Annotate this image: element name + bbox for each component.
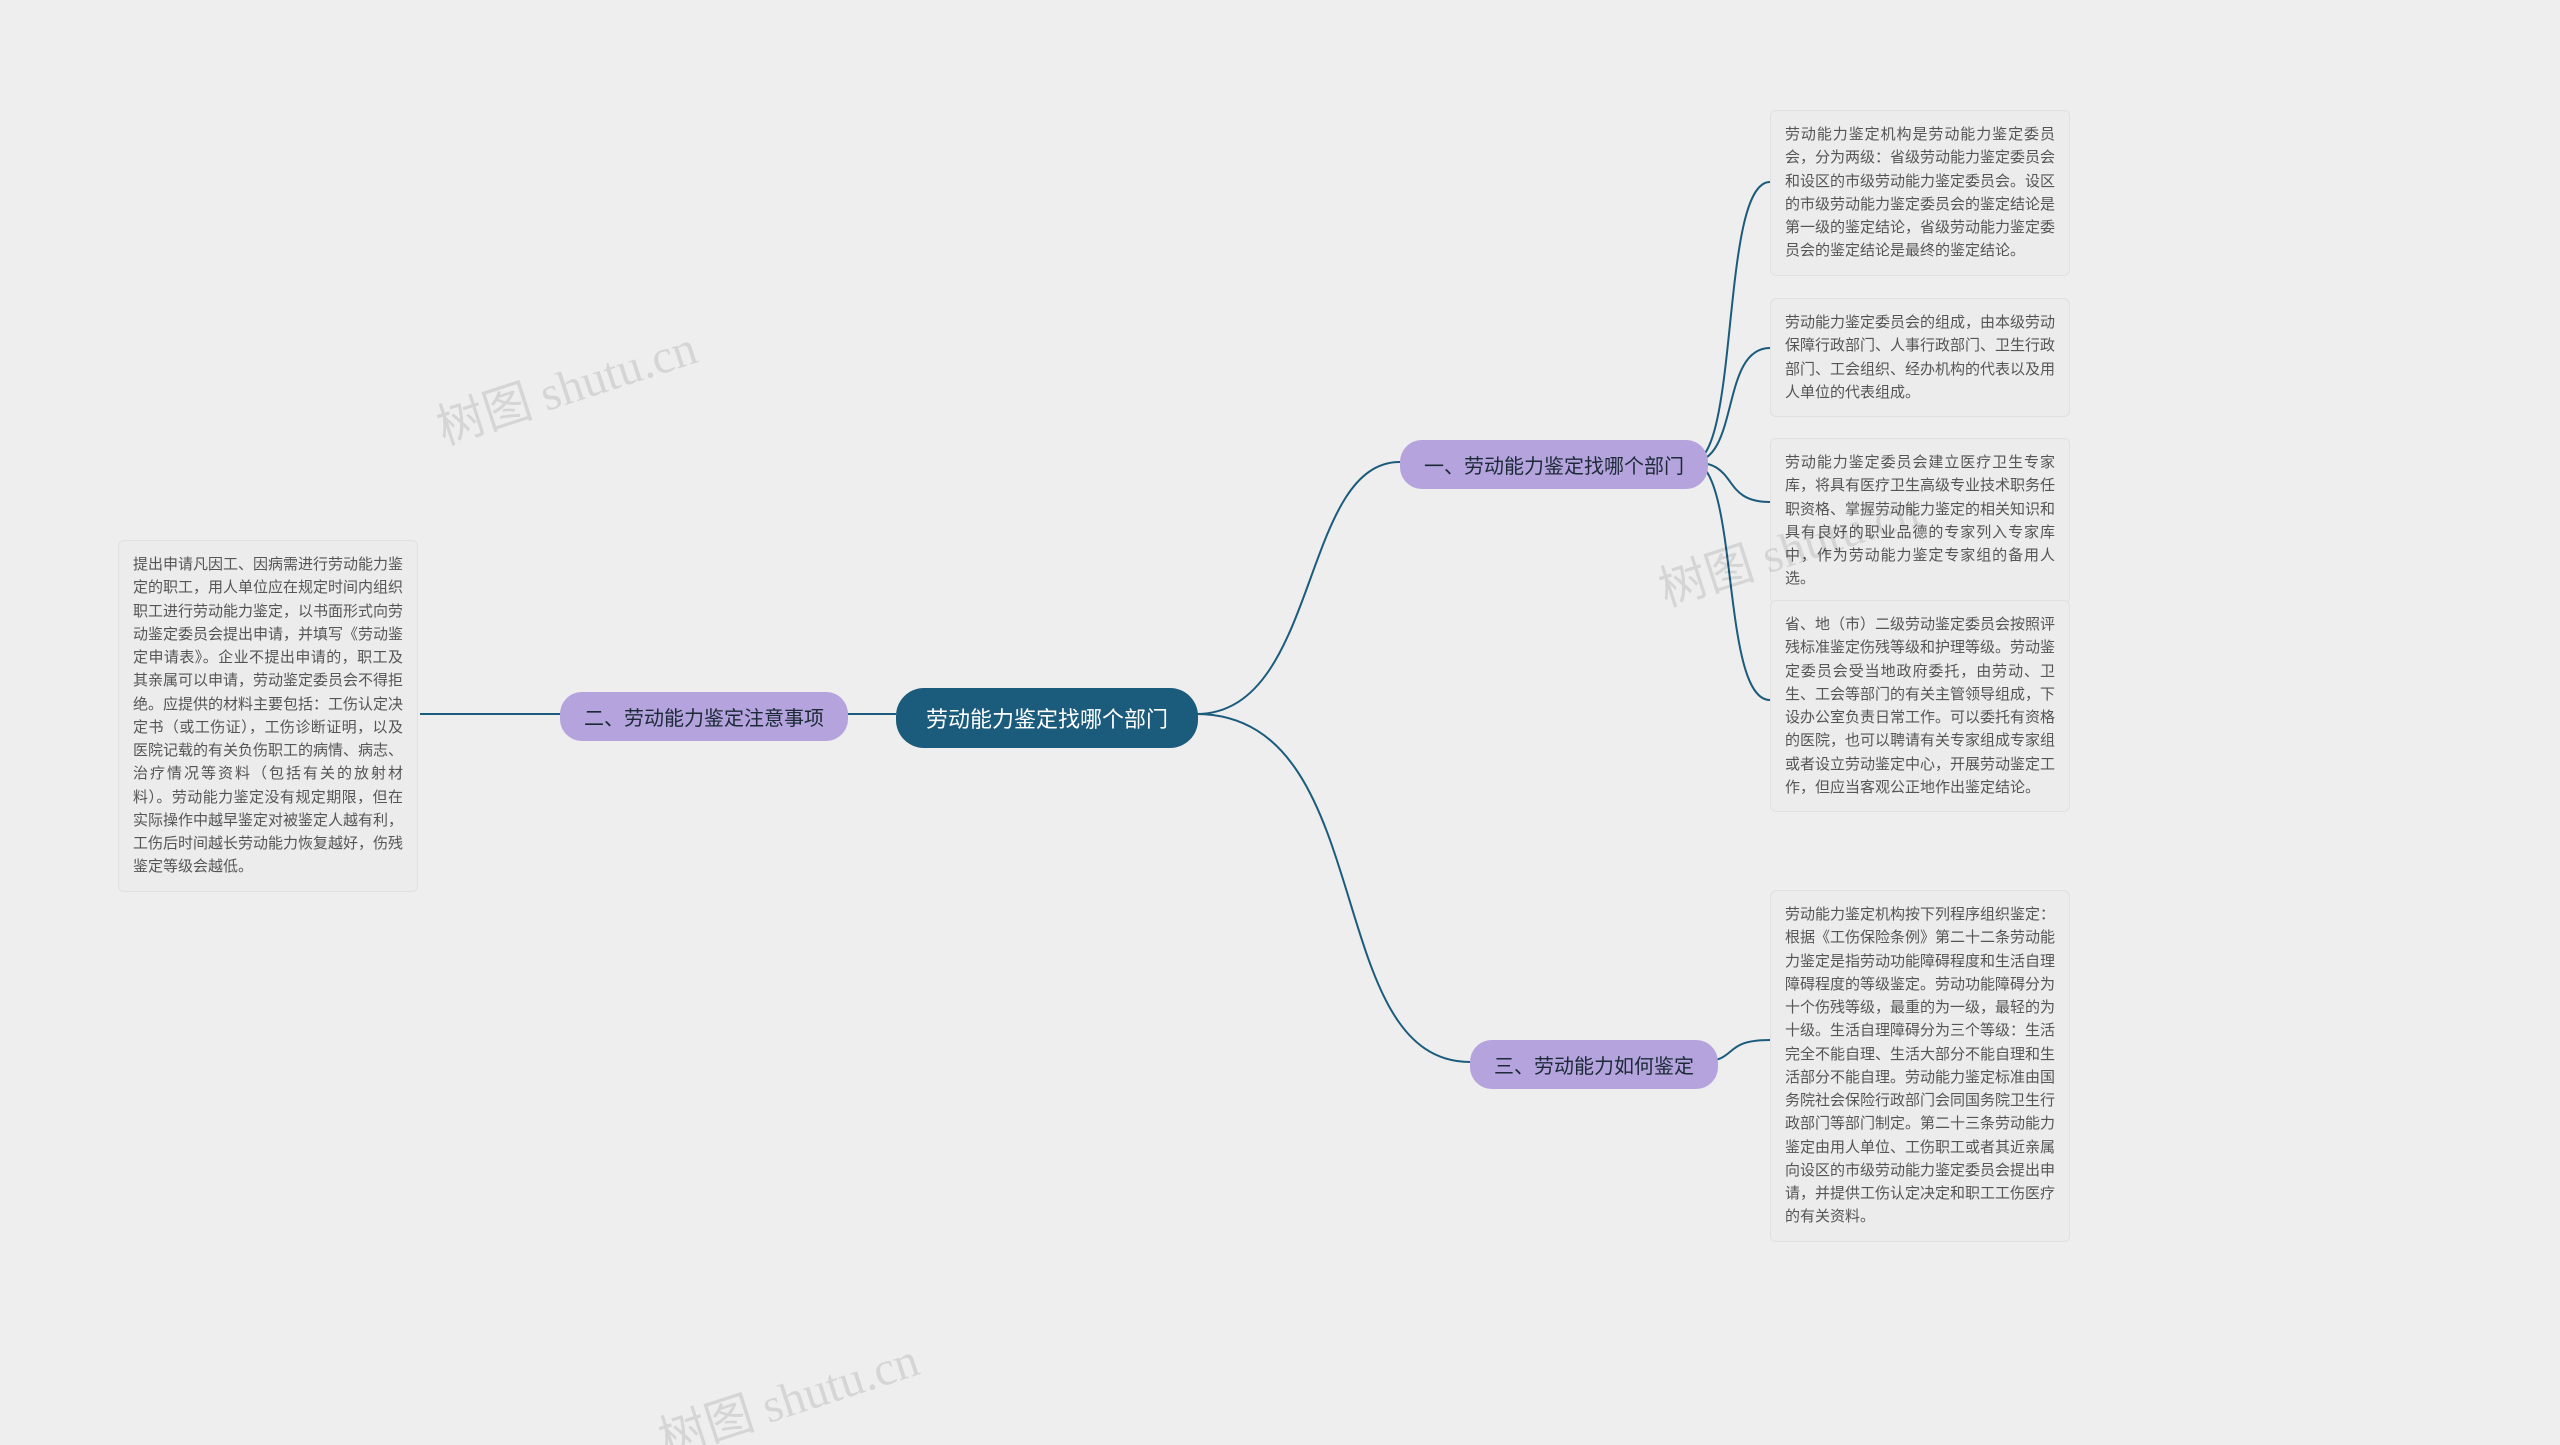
mindmap-canvas: { "type": "mindmap", "background_color":… [0, 0, 2560, 1445]
leaf-three-a: 劳动能力鉴定机构按下列程序组织鉴定：根据《工伤保险条例》第二十二条劳动能力鉴定是… [1770, 890, 2070, 1242]
center-node[interactable]: 劳动能力鉴定找哪个部门 [896, 688, 1198, 748]
leaf-one-b: 劳动能力鉴定委员会的组成，由本级劳动保障行政部门、人事行政部门、卫生行政部门、工… [1770, 298, 2070, 417]
leaf-two-a: 提出申请凡因工、因病需进行劳动能力鉴定的职工，用人单位应在规定时间内组织职工进行… [118, 540, 418, 892]
leaf-one-c: 劳动能力鉴定委员会建立医疗卫生专家库，将具有医疗卫生高级专业技术职务任职资格、掌… [1770, 438, 2070, 604]
leaf-one-a: 劳动能力鉴定机构是劳动能力鉴定委员会，分为两级：省级劳动能力鉴定委员会和设区的市… [1770, 110, 2070, 276]
branch-three[interactable]: 三、劳动能力如何鉴定 [1470, 1040, 1718, 1089]
branch-two[interactable]: 二、劳动能力鉴定注意事项 [560, 692, 848, 741]
leaf-one-d: 省、地（市）二级劳动鉴定委员会按照评残标准鉴定伤残等级和护理等级。劳动鉴定委员会… [1770, 600, 2070, 812]
branch-one[interactable]: 一、劳动能力鉴定找哪个部门 [1400, 440, 1708, 489]
